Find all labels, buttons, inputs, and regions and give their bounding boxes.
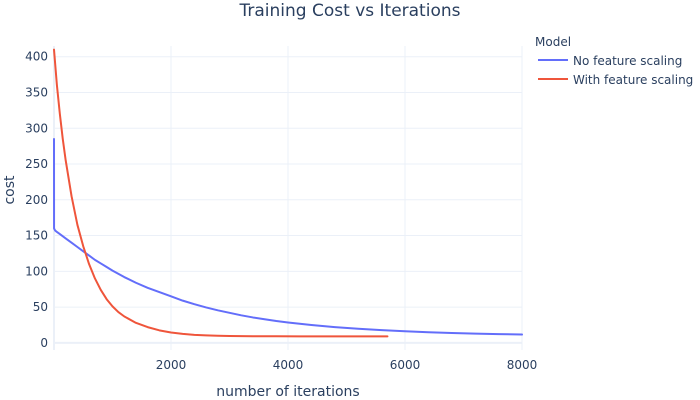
legend-title: Model (535, 35, 571, 49)
chart-title: Training Cost vs Iterations (239, 1, 461, 21)
x-axis-title: number of iterations (216, 384, 359, 400)
legend-item-no-feature-scaling[interactable]: No feature scaling (538, 54, 682, 68)
series-lines (53, 48, 523, 338)
y-tick-label: 150 (25, 229, 48, 243)
x-tick-label: 8000 (507, 358, 538, 372)
y-tick-label: 0 (40, 336, 48, 350)
legend-label-no-feature-scaling: No feature scaling (573, 54, 682, 68)
series-line-with-feature-scaling[interactable] (53, 48, 389, 338)
y-tick-label: 300 (25, 121, 48, 135)
y-tick-label: 250 (25, 157, 48, 171)
x-tick-label: 2000 (156, 358, 187, 372)
legend-item-with-feature-scaling[interactable]: With feature scaling (538, 73, 693, 87)
y-tick-label: 100 (25, 264, 48, 278)
gridlines (53, 46, 523, 350)
y-tick-label: 350 (25, 85, 48, 99)
y-tick-label: 400 (25, 50, 48, 64)
series-line-no-feature-scaling[interactable] (53, 137, 523, 336)
y-tick-label: 200 (25, 193, 48, 207)
tick-labels: 2000 4000 6000 8000 0 50 100 150 200 250 300 350 400 (25, 50, 537, 372)
y-tick-label: 50 (33, 300, 48, 314)
legend-label-with-feature-scaling: With feature scaling (573, 73, 693, 87)
y-axis-title: cost (2, 175, 18, 205)
legend: Model No feature scaling With feature sc… (535, 35, 693, 87)
x-tick-label: 4000 (273, 358, 304, 372)
x-tick-label: 6000 (390, 358, 421, 372)
